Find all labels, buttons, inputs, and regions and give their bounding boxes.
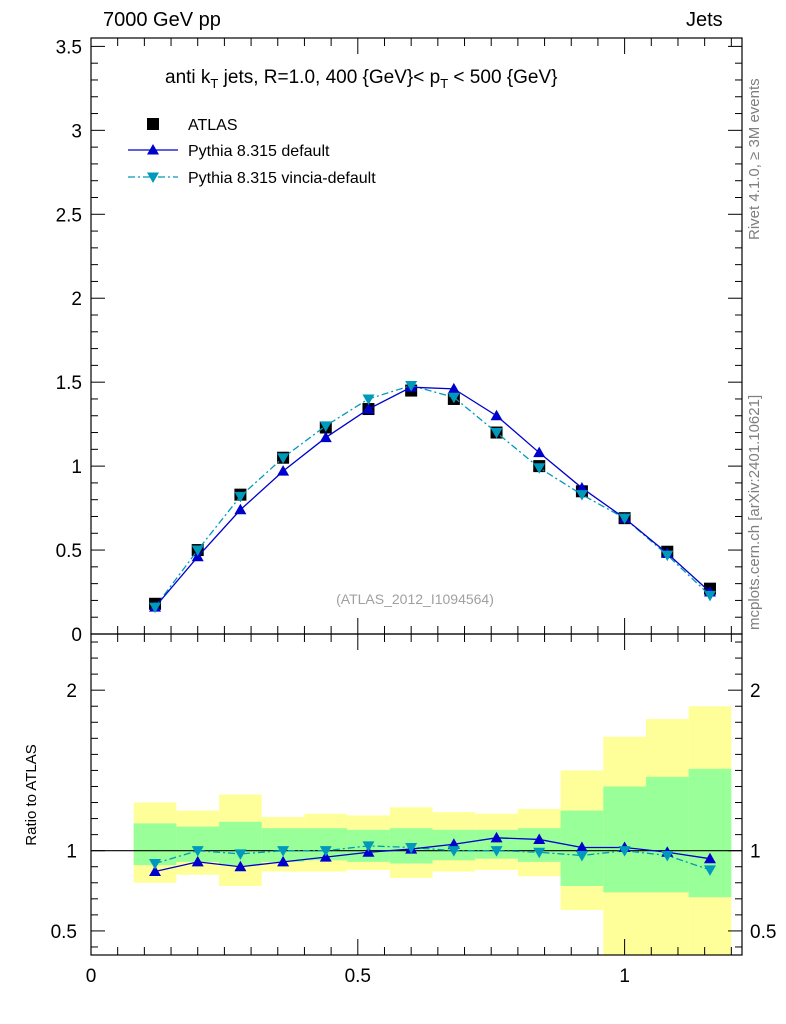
default-point xyxy=(362,403,375,414)
ratio-vincia-point xyxy=(149,859,162,870)
vincia-point xyxy=(533,463,546,474)
ratio-vincia-point xyxy=(447,846,460,857)
legend-atlas-marker xyxy=(147,118,159,130)
default-point xyxy=(533,446,546,458)
vincia-point xyxy=(234,491,247,503)
ratio-vincia-point xyxy=(490,846,503,857)
ratio-default-point xyxy=(191,855,204,867)
main-y-tick-label: 0 xyxy=(71,625,82,646)
ratio-inner-band xyxy=(133,823,177,866)
vincia-point xyxy=(405,381,418,392)
x-tick-label: 0 xyxy=(86,966,97,987)
vincia-point xyxy=(447,392,460,404)
vincia-point xyxy=(319,421,332,432)
ratio-vincia-point xyxy=(277,846,290,857)
legend-label: ATLAS xyxy=(188,117,238,134)
header-energy-label: 7000 GeV pp xyxy=(103,9,221,31)
main-y-tick-label: 0.5 xyxy=(56,541,82,562)
ratio-default-point xyxy=(533,833,546,844)
default-point xyxy=(490,409,503,421)
main-y-tick-label: 2 xyxy=(71,289,82,310)
ratio-default-point xyxy=(703,852,716,864)
ratio-default-point xyxy=(575,841,588,852)
ratio-inner-band xyxy=(603,786,646,893)
main-y-tick-label: 3.5 xyxy=(56,37,82,58)
ratio-vincia-point xyxy=(618,846,631,857)
ratio-y-tick-label-right: 2 xyxy=(750,681,761,702)
main-y-tick-label: 1.5 xyxy=(56,373,82,394)
analysis-watermark: (ATLAS_2012_I1094564) xyxy=(336,591,494,607)
ratio-default-point xyxy=(234,860,247,872)
ratio-default-line xyxy=(154,837,711,873)
ratio-default-point xyxy=(490,831,503,843)
vincia-point xyxy=(575,490,588,501)
legend-label: Pythia 8.315 vincia-default xyxy=(188,170,376,187)
ratio-vincia-point xyxy=(319,846,332,857)
default-line xyxy=(154,386,711,608)
ratio-default-point xyxy=(149,865,162,877)
default-point xyxy=(234,503,247,515)
ratio-vincia-point xyxy=(405,842,418,854)
ratio-y-tick-label-right: 1 xyxy=(750,842,761,863)
main-y-tick-label: 1 xyxy=(71,457,82,478)
vincia-point xyxy=(618,513,631,525)
ratio-vincia-point xyxy=(575,850,588,862)
vincia-point xyxy=(277,453,290,464)
default-point xyxy=(319,431,332,443)
ratio-inner-band xyxy=(688,768,732,898)
ratio-vincia-point xyxy=(661,850,674,862)
chart-title: anti kT jets, R=1.0, 400 {GeV}< pT < 500… xyxy=(165,67,558,91)
legend-label: Pythia 8.315 default xyxy=(188,143,330,160)
vincia-point xyxy=(149,602,162,614)
vincia-point xyxy=(703,590,716,602)
ratio-default-point xyxy=(447,838,460,849)
ratio-vincia-point xyxy=(191,846,204,857)
ratio-y-tick-label-left: 0.5 xyxy=(51,922,77,943)
header-jets-label: Jets xyxy=(686,9,723,31)
vincia-point xyxy=(490,428,503,439)
ratio-vincia-point xyxy=(703,865,716,876)
default-point xyxy=(447,382,460,394)
vincia-point xyxy=(362,394,375,405)
legend-default-marker xyxy=(147,144,159,155)
ratio-vincia-point xyxy=(533,847,546,859)
ratio-vincia-point xyxy=(234,849,247,860)
ratio-vincia-line xyxy=(154,845,711,871)
x-tick-label: 1 xyxy=(619,966,630,987)
default-point xyxy=(277,465,290,476)
legend-vincia-marker xyxy=(147,172,159,183)
vincia-point xyxy=(661,550,674,562)
ratio-inner-band xyxy=(645,776,689,893)
ratio-y-tick-label-left: 2 xyxy=(66,681,77,702)
default-point xyxy=(575,481,588,493)
main-y-tick-label: 3 xyxy=(71,121,82,142)
ratio-y-tick-label-left: 1 xyxy=(66,842,77,863)
x-tick-label: 0.5 xyxy=(345,966,371,987)
ratio-plot-frame xyxy=(90,633,743,956)
ratio-vincia-point xyxy=(362,841,375,852)
ratio-default-point xyxy=(277,855,290,867)
ratio-y-tick-label-right: 0.5 xyxy=(750,922,776,943)
main-y-tick-label: 2.5 xyxy=(56,205,82,226)
vincia-point xyxy=(191,545,204,557)
vincia-line xyxy=(154,384,711,608)
ratio-y-axis-label: Ratio to ATLAS xyxy=(23,744,40,845)
